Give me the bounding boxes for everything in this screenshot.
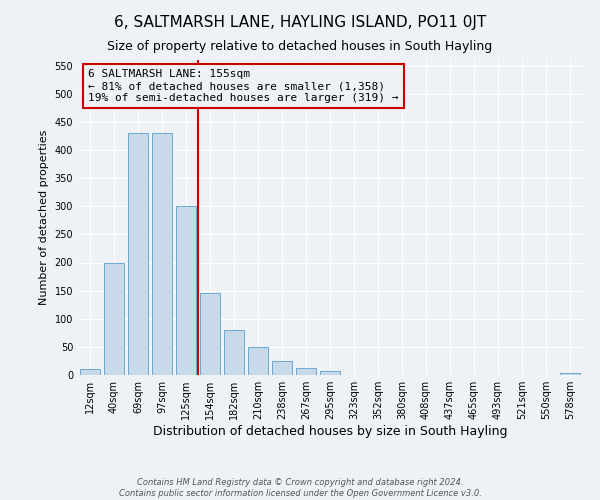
Bar: [80, 370, 100, 375]
X-axis label: Distribution of detached houses by size in South Hayling: Distribution of detached houses by size …: [153, 425, 507, 438]
Text: 6, SALTMARSH LANE, HAYLING ISLAND, PO11 0JT: 6, SALTMARSH LANE, HAYLING ISLAND, PO11 …: [114, 15, 486, 30]
Bar: [104, 262, 124, 375]
Bar: [200, 294, 220, 375]
Bar: [152, 133, 172, 375]
Bar: [320, 370, 340, 375]
Bar: [272, 361, 292, 375]
Text: Contains HM Land Registry data © Crown copyright and database right 2024.
Contai: Contains HM Land Registry data © Crown c…: [119, 478, 481, 498]
Text: 6 SALTMARSH LANE: 155sqm
← 81% of detached houses are smaller (1,358)
19% of sem: 6 SALTMARSH LANE: 155sqm ← 81% of detach…: [88, 70, 398, 102]
Bar: [248, 347, 268, 375]
Bar: [560, 374, 580, 375]
Y-axis label: Number of detached properties: Number of detached properties: [39, 130, 49, 305]
Bar: [224, 330, 244, 375]
Bar: [176, 206, 196, 375]
Bar: [296, 368, 316, 375]
Bar: [128, 133, 148, 375]
Text: Size of property relative to detached houses in South Hayling: Size of property relative to detached ho…: [107, 40, 493, 53]
